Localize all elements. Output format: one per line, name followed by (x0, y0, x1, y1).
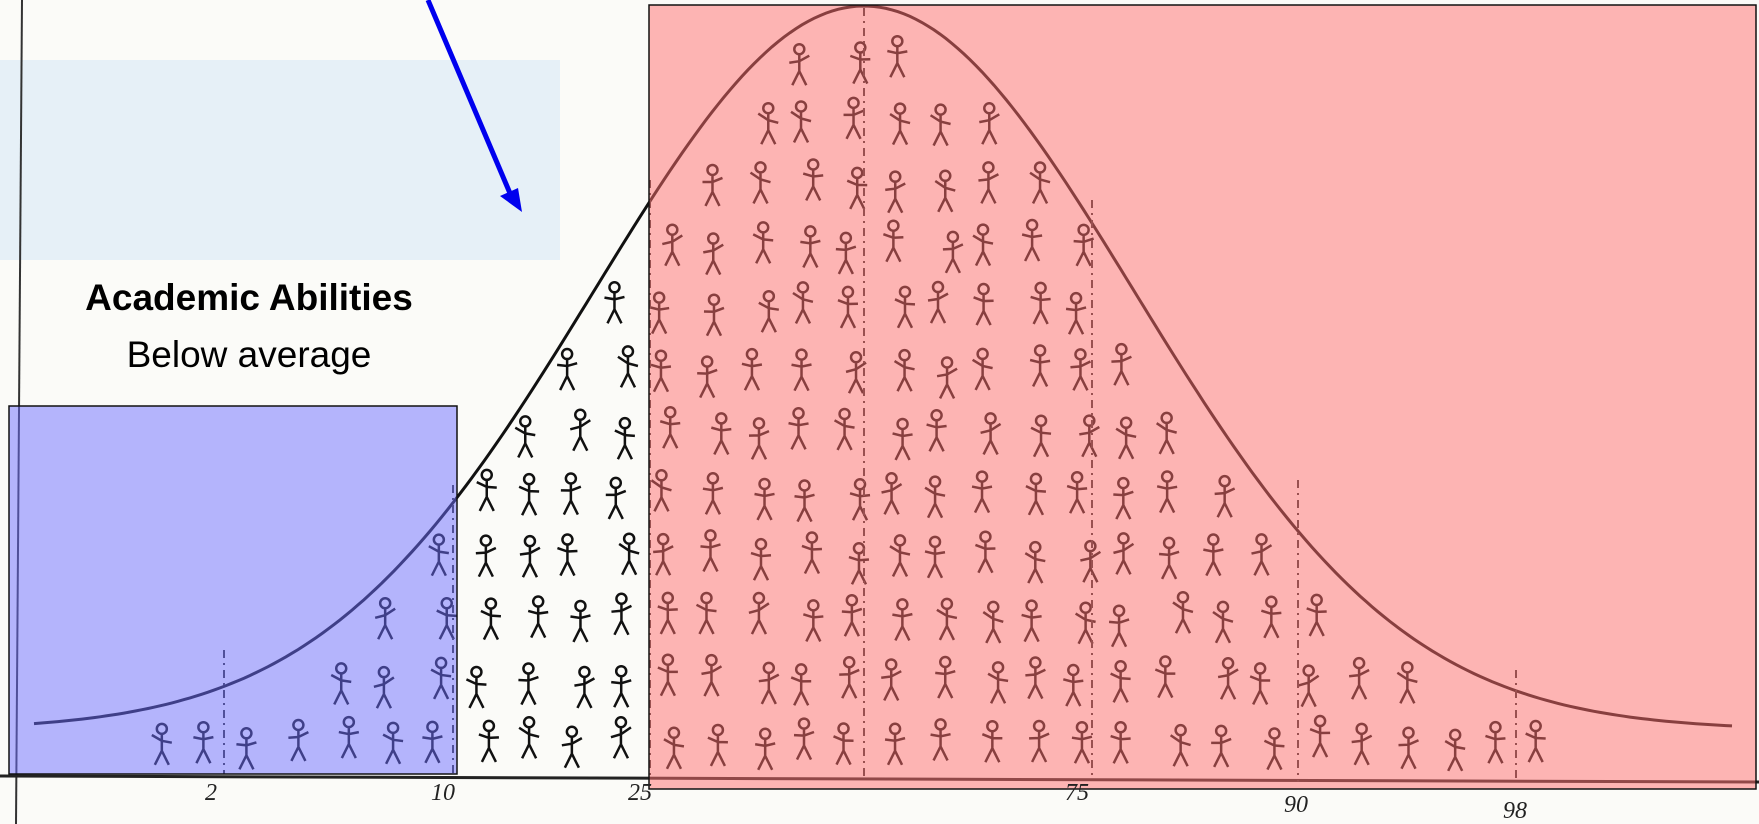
percentile-label: 10 (431, 780, 455, 806)
stick-figure (519, 717, 539, 758)
stick-figure (570, 601, 590, 642)
stick-figure (615, 418, 635, 459)
stick-figure (515, 416, 535, 457)
stick-figure (476, 536, 496, 577)
stick-figure (519, 474, 539, 515)
stick-figure (570, 410, 590, 451)
stick-figure (557, 535, 577, 576)
stick-figure (611, 666, 631, 707)
stick-figure (481, 599, 501, 640)
stick-figure (604, 282, 624, 323)
stick-figure (611, 594, 631, 635)
percentile-label: 98 (1503, 798, 1527, 824)
page: Academic Abilities Below average 2 10 25… (0, 0, 1759, 824)
average-and-above-region (649, 5, 1756, 789)
stick-figure (520, 536, 540, 577)
stick-figure (528, 597, 548, 638)
percentile-label: 75 (1065, 780, 1089, 806)
stick-figure (562, 727, 582, 768)
background-tint (0, 60, 560, 260)
percentile-label: 2 (205, 780, 217, 806)
stick-figure (466, 667, 486, 708)
diagram: Academic Abilities Below average 2 10 25… (0, 0, 1759, 824)
stick-figure (618, 346, 638, 387)
percentile-label: 25 (628, 780, 652, 806)
below-average-region (9, 406, 457, 774)
label-subtitle: Below average (127, 334, 372, 375)
stick-figure (477, 470, 497, 511)
percentile-label: 90 (1284, 792, 1308, 818)
stick-figure (518, 664, 538, 705)
stick-figure (606, 478, 626, 519)
stick-figure (611, 717, 631, 758)
stick-figure (619, 534, 639, 575)
stick-figure (557, 349, 577, 390)
stick-figure (561, 474, 581, 515)
stick-figure (574, 667, 594, 708)
stick-figure (479, 721, 499, 762)
label-title: Academic Abilities (85, 277, 413, 318)
